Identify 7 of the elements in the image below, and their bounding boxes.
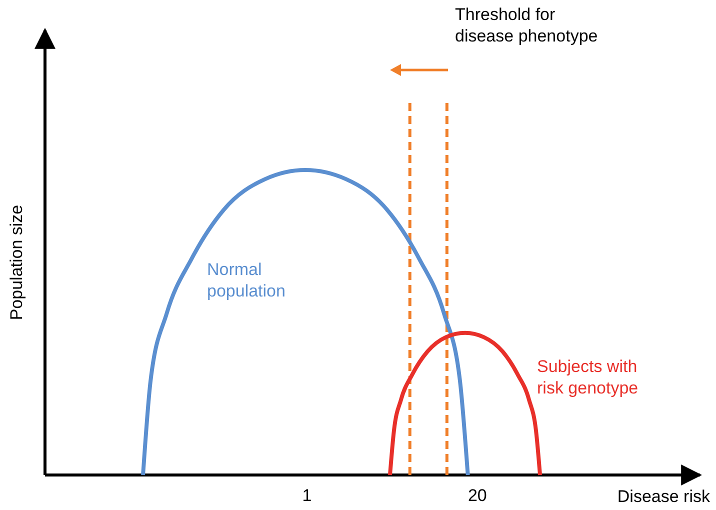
series-label: Normal population [207, 260, 286, 300]
text: Threshold for disease phenotype [455, 5, 598, 46]
y-axis-title: Population size [7, 204, 26, 320]
x-axis-title: Disease risk [617, 487, 710, 506]
x-tick-label: 1 [302, 486, 312, 505]
x-tick-label: 20 [468, 486, 487, 505]
series-label: Subjects with risk genotype [537, 357, 638, 398]
